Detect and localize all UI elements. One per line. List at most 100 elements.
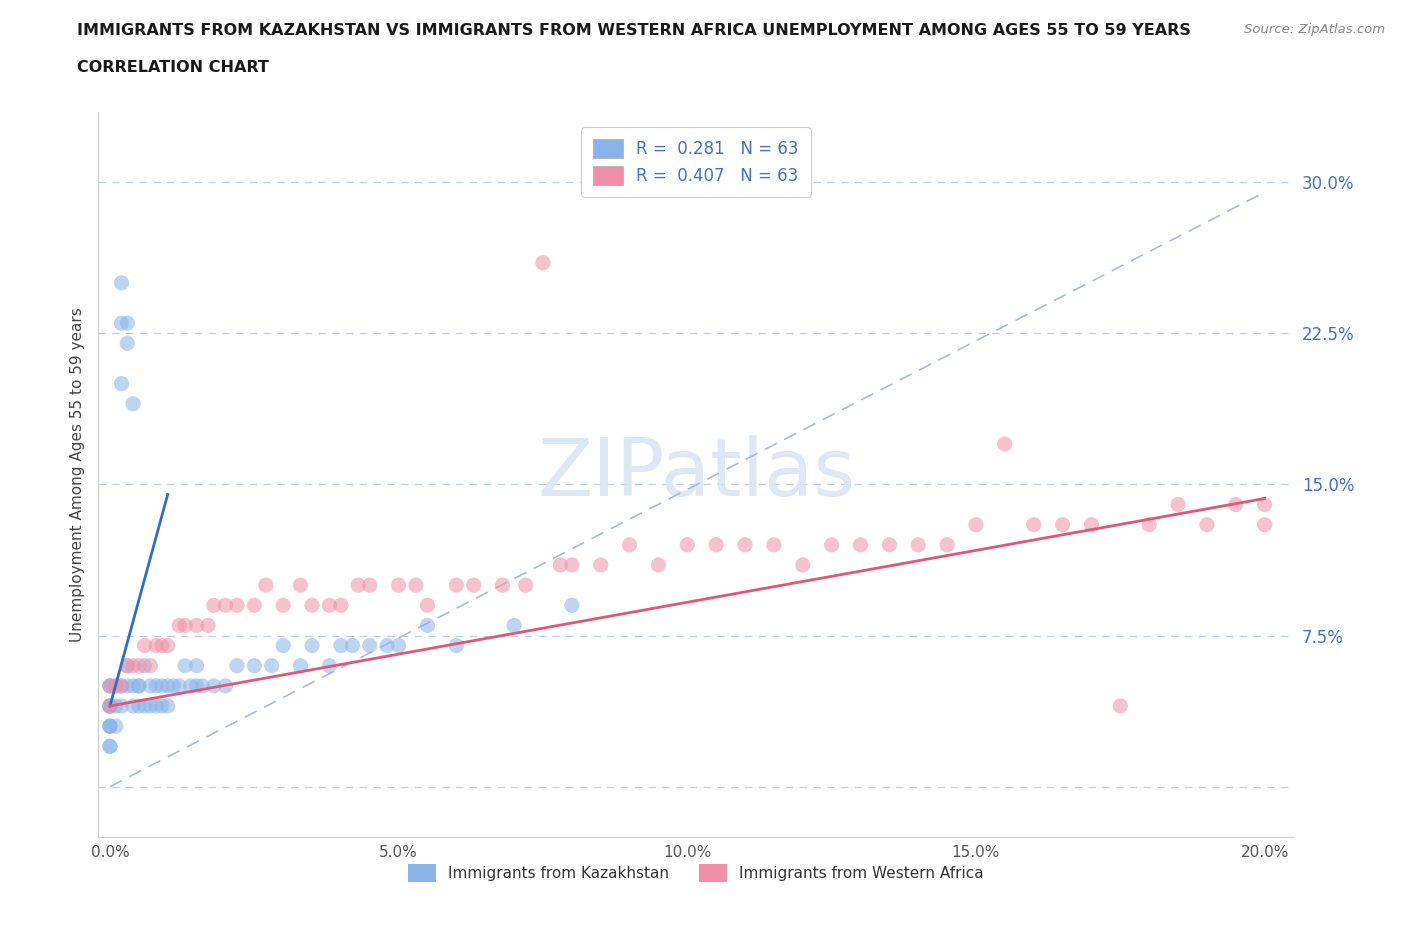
Point	[359, 638, 381, 653]
Point	[318, 598, 340, 613]
Point	[1052, 517, 1074, 532]
Y-axis label: Unemployment Among Ages 55 to 59 years: Unemployment Among Ages 55 to 59 years	[69, 307, 84, 642]
Point	[117, 316, 139, 331]
Point	[156, 638, 179, 653]
Point	[110, 698, 132, 713]
Point	[110, 316, 132, 331]
Point	[174, 618, 197, 633]
Point	[214, 598, 236, 613]
Point	[167, 679, 190, 694]
Point	[145, 698, 167, 713]
Point	[1137, 517, 1160, 532]
Point	[128, 679, 150, 694]
Point	[98, 738, 121, 753]
Point	[186, 618, 208, 633]
Point	[150, 679, 173, 694]
Point	[122, 396, 145, 411]
Point	[1253, 498, 1275, 512]
Point	[134, 698, 156, 713]
Point	[647, 558, 669, 573]
Point	[110, 377, 132, 392]
Point	[290, 578, 312, 592]
Point	[619, 538, 641, 552]
Point	[965, 517, 987, 532]
Point	[156, 698, 179, 713]
Point	[416, 618, 439, 633]
Point	[243, 598, 266, 613]
Point	[1225, 498, 1247, 512]
Point	[446, 578, 468, 592]
Point	[1195, 517, 1218, 532]
Point	[734, 538, 756, 552]
Point	[1080, 517, 1102, 532]
Point	[139, 658, 162, 673]
Point	[134, 658, 156, 673]
Point	[1253, 517, 1275, 532]
Point	[301, 638, 323, 653]
Point	[254, 578, 277, 592]
Point	[329, 638, 352, 653]
Point	[214, 679, 236, 694]
Point	[98, 679, 121, 694]
Point	[676, 538, 699, 552]
Point	[849, 538, 872, 552]
Point	[704, 538, 727, 552]
Text: ZIPatlas: ZIPatlas	[537, 435, 855, 513]
Text: Source: ZipAtlas.com: Source: ZipAtlas.com	[1244, 23, 1385, 36]
Point	[134, 638, 156, 653]
Point	[180, 679, 202, 694]
Point	[762, 538, 785, 552]
Point	[122, 658, 145, 673]
Point	[174, 658, 197, 673]
Point	[98, 698, 121, 713]
Point	[197, 618, 219, 633]
Point	[128, 658, 150, 673]
Point	[167, 618, 190, 633]
Point	[792, 558, 814, 573]
Point	[110, 275, 132, 290]
Point	[122, 679, 145, 694]
Point	[271, 638, 294, 653]
Point	[243, 658, 266, 673]
Point	[202, 679, 225, 694]
Point	[98, 698, 121, 713]
Point	[936, 538, 959, 552]
Point	[907, 538, 929, 552]
Point	[1167, 498, 1189, 512]
Point	[226, 598, 249, 613]
Point	[98, 679, 121, 694]
Point	[375, 638, 398, 653]
Point	[98, 679, 121, 694]
Point	[128, 679, 150, 694]
Point	[117, 658, 139, 673]
Point	[329, 598, 352, 613]
Point	[388, 638, 411, 653]
Point	[150, 698, 173, 713]
Point	[98, 719, 121, 734]
Point	[260, 658, 283, 673]
Point	[820, 538, 842, 552]
Point	[98, 719, 121, 734]
Point	[117, 679, 139, 694]
Text: IMMIGRANTS FROM KAZAKHSTAN VS IMMIGRANTS FROM WESTERN AFRICA UNEMPLOYMENT AMONG : IMMIGRANTS FROM KAZAKHSTAN VS IMMIGRANTS…	[77, 23, 1191, 38]
Point	[301, 598, 323, 613]
Point	[139, 698, 162, 713]
Point	[98, 698, 121, 713]
Point	[342, 638, 364, 653]
Point	[515, 578, 537, 592]
Point	[561, 598, 583, 613]
Point	[531, 256, 554, 271]
Point	[104, 679, 127, 694]
Point	[98, 738, 121, 753]
Point	[98, 719, 121, 734]
Point	[1109, 698, 1132, 713]
Point	[561, 558, 583, 573]
Point	[347, 578, 370, 592]
Text: CORRELATION CHART: CORRELATION CHART	[77, 60, 269, 75]
Point	[491, 578, 513, 592]
Point	[994, 437, 1017, 452]
Point	[186, 679, 208, 694]
Point	[463, 578, 485, 592]
Point	[388, 578, 411, 592]
Point	[117, 336, 139, 351]
